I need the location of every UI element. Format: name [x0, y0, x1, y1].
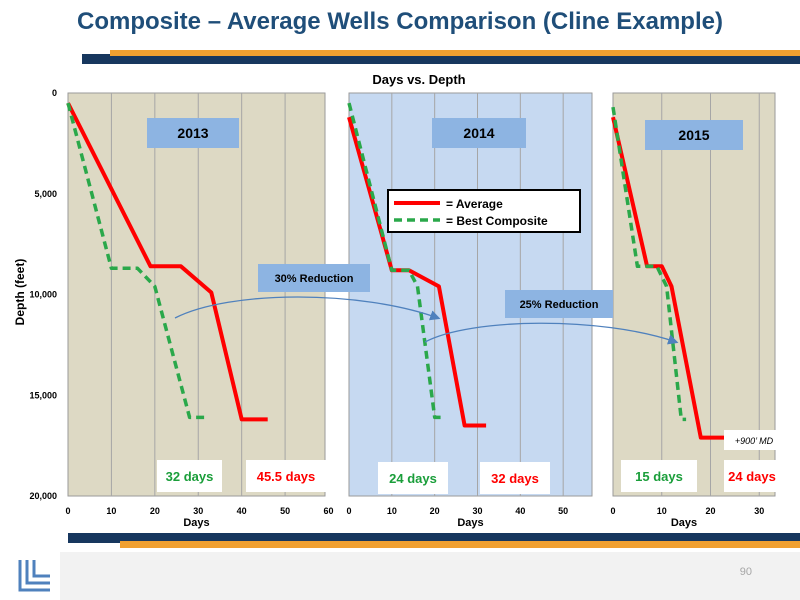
average-line-2013 — [66, 102, 268, 422]
year-box-2015 — [645, 120, 743, 150]
x-tick-label: 20 — [430, 506, 440, 516]
days-label: 32 days — [166, 469, 214, 484]
legend-box — [387, 189, 581, 233]
reduction-arrow-1 — [174, 296, 441, 321]
reduction-box-1 — [258, 264, 370, 292]
y-tick-label: 10,000 — [29, 290, 57, 300]
year-label: 2015 — [678, 127, 709, 143]
days-label-box — [246, 460, 326, 492]
days-label-box — [378, 462, 448, 494]
days-label-box — [621, 460, 697, 492]
chart-title: Days vs. Depth — [372, 72, 465, 87]
days-label-box — [480, 462, 550, 494]
best-composite-line-2015 — [611, 106, 687, 422]
days-label: 24 days — [728, 469, 776, 484]
panel-background-2015 — [612, 92, 776, 497]
legend-average-label: = Average — [446, 197, 503, 211]
x-tick-label: 50 — [558, 506, 568, 516]
y-tick-label: 0 — [52, 88, 57, 98]
average-line-2015 — [611, 116, 730, 440]
header-bar — [0, 50, 800, 64]
x-tick-label: 0 — [610, 506, 615, 516]
x-tick-label: 10 — [657, 506, 667, 516]
days-vs-depth-chart: Days vs. Depth Depth (feet) 0 5,000 10,000 15… — [13, 72, 784, 529]
best-composite-line-2013 — [66, 102, 207, 420]
page-number: 90 — [739, 566, 752, 578]
reduction-label: 30% Reduction — [275, 273, 354, 285]
days-label: 24 days — [389, 471, 437, 486]
annotation-box — [724, 430, 784, 450]
days-label: 32 days — [491, 471, 539, 486]
y-tick-label: 15,000 — [29, 390, 57, 400]
footer-background — [60, 552, 800, 600]
days-label: 15 days — [635, 469, 683, 484]
x-tick-label: 30 — [472, 506, 482, 516]
year-label: 2013 — [177, 125, 208, 141]
x-tick-label: 40 — [237, 506, 247, 516]
x-axis-label: Days — [671, 517, 697, 529]
y-axis-label: Depth (feet) — [13, 259, 27, 326]
slide-title: Composite – Average Wells Comparison (Cl… — [77, 8, 723, 35]
best-composite-line-2014 — [347, 102, 444, 420]
year-box-2014 — [432, 118, 526, 148]
x-tick-label: 30 — [754, 506, 764, 516]
reduction-arrow-2 — [424, 322, 679, 345]
x-tick-label: 40 — [515, 506, 525, 516]
year-label: 2014 — [463, 125, 494, 141]
year-box-2013 — [147, 118, 239, 148]
legend-best-composite-label: = Best Composite — [446, 214, 548, 228]
footer-bar — [0, 533, 800, 549]
y-tick-label: 20,000 — [29, 491, 57, 501]
reduction-label: 25% Reduction — [520, 299, 599, 311]
x-tick-label: 20 — [150, 506, 160, 516]
md-annotation: +900’ MD — [735, 436, 774, 446]
x-tick-label: 20 — [705, 506, 715, 516]
days-label-box — [157, 460, 222, 492]
panel-background-2013 — [67, 92, 326, 497]
x-tick-label: 0 — [65, 506, 70, 516]
days-label-box — [724, 460, 780, 492]
x-tick-label: 0 — [346, 506, 351, 516]
x-tick-label: 10 — [387, 506, 397, 516]
x-tick-label: 50 — [280, 506, 290, 516]
company-logo — [18, 560, 50, 592]
x-tick-label: 10 — [106, 506, 116, 516]
reduction-box-2 — [505, 290, 613, 318]
x-tick-label: 60 — [323, 506, 333, 516]
x-axis-label: Days — [183, 517, 209, 529]
x-axis-label: Days — [457, 517, 483, 529]
x-tick-label: 30 — [193, 506, 203, 516]
days-label: 45.5 days — [257, 469, 316, 484]
y-tick-label: 5,000 — [34, 189, 57, 199]
